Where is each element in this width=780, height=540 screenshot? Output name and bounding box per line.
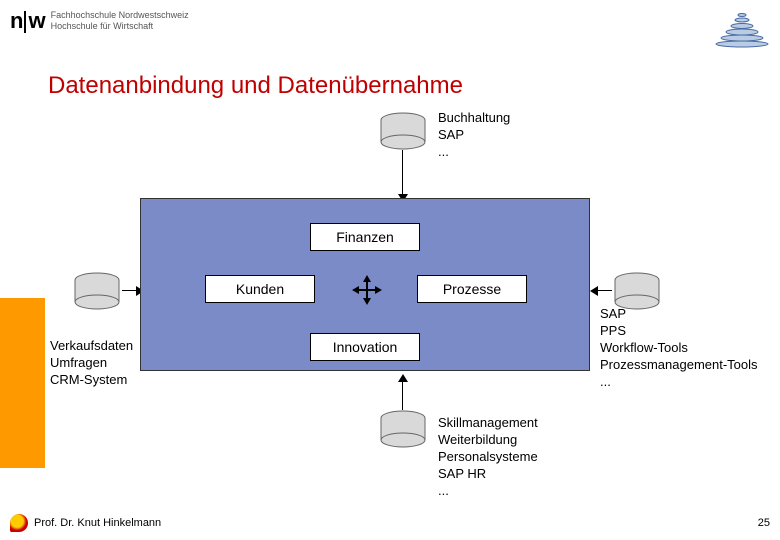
label-line: CRM-System <box>50 372 133 389</box>
rooster-icon <box>10 514 28 532</box>
slide-title: Datenanbindung und Datenübernahme <box>48 72 463 100</box>
label-line: Workflow-Tools <box>600 340 758 357</box>
arrowhead-right <box>590 286 598 296</box>
institution-text: Fachhochschule Nordwestschweiz Hochschul… <box>51 10 189 32</box>
labels-bottom: Skillmanagement Weiterbildung Personalsy… <box>438 415 538 499</box>
arrowhead-bottom <box>398 374 408 382</box>
label-line: Buchhaltung <box>438 110 510 127</box>
quadrant-finanzen: Finanzen <box>310 223 420 251</box>
cross-arrows-icon <box>352 275 382 305</box>
footer-left: Prof. Dr. Knut Hinkelmann <box>10 514 161 532</box>
label-line: Weiterbildung <box>438 432 538 449</box>
label-line: ... <box>438 483 538 500</box>
slide-header: nw Fachhochschule Nordwestschweiz Hochsc… <box>10 8 770 48</box>
label-line: Skillmanagement <box>438 415 538 432</box>
label-line: Umfragen <box>50 355 133 372</box>
institution-line2: Hochschule für Wirtschaft <box>51 21 189 32</box>
labels-right: SAP PPS Workflow-Tools Prozessmanagement… <box>600 306 758 390</box>
label-line: PPS <box>600 323 758 340</box>
nw-mark: nw <box>10 8 45 34</box>
label-line: SAP <box>438 127 510 144</box>
pyramid-icon <box>714 8 770 48</box>
label-line: Prozessmanagement-Tools <box>600 357 758 374</box>
quadrant-right-label: Prozesse <box>443 281 501 297</box>
page-number: 25 <box>758 517 770 529</box>
quadrant-left-label: Kunden <box>236 281 284 297</box>
quadrant-innovation: Innovation <box>310 333 420 361</box>
quadrant-kunden: Kunden <box>205 275 315 303</box>
arrow-bottom <box>402 380 403 410</box>
slide-footer: Prof. Dr. Knut Hinkelmann 25 <box>10 514 770 532</box>
labels-left: Verkaufsdaten Umfragen CRM-System <box>50 338 133 389</box>
quadrant-bottom-label: Innovation <box>333 339 398 355</box>
cylinder-left <box>72 272 122 317</box>
quadrant-top-label: Finanzen <box>336 229 394 245</box>
diagram-area: Finanzen Kunden Prozesse Innovation Buch… <box>0 100 780 500</box>
label-line: Verkaufsdaten <box>50 338 133 355</box>
quadrant-prozesse: Prozesse <box>417 275 527 303</box>
label-line: SAP <box>600 306 758 323</box>
label-line: Personalsysteme <box>438 449 538 466</box>
orange-accent-bar <box>0 298 45 468</box>
label-line: SAP HR <box>438 466 538 483</box>
cylinder-top <box>378 112 428 157</box>
arrow-right <box>596 290 612 291</box>
labels-top: Buchhaltung SAP ... <box>438 110 510 161</box>
author-name: Prof. Dr. Knut Hinkelmann <box>34 517 161 529</box>
institution-line1: Fachhochschule Nordwestschweiz <box>51 10 189 21</box>
cylinder-bottom <box>378 410 428 455</box>
institution-logo: nw Fachhochschule Nordwestschweiz Hochsc… <box>10 8 189 34</box>
label-line: ... <box>438 144 510 161</box>
label-line: ... <box>600 374 758 391</box>
